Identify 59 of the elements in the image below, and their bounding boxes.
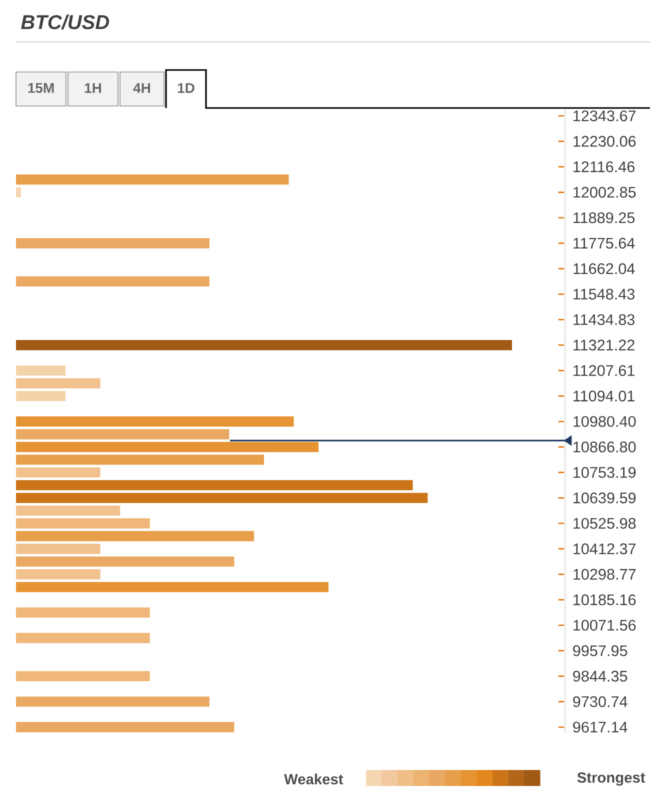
bar (16, 365, 66, 376)
y-tick-label: 11321.22 (574, 340, 634, 351)
text: Strongest (577, 772, 646, 786)
y-tick-label: 9730.74 (573, 696, 628, 708)
text: 4H (133, 83, 150, 93)
bar (16, 429, 230, 440)
y-tick-label: 11434.83 (574, 314, 635, 326)
y-tick-label: 11207.61 (574, 365, 634, 376)
text: 1D (178, 83, 194, 93)
y-tick-label: 10639.59 (574, 492, 636, 504)
bar (16, 467, 100, 478)
text: Weakest (284, 774, 344, 784)
text: 15M (28, 83, 54, 93)
bar (16, 531, 254, 542)
y-tick-label: 10525.98 (574, 518, 636, 529)
y-tick-label: 12230.06 (574, 136, 636, 147)
bar (16, 582, 328, 592)
bar (16, 174, 289, 185)
y-tick-label: 9844.35 (573, 670, 628, 682)
bar (16, 238, 210, 248)
bar (16, 276, 210, 287)
bar (16, 518, 150, 528)
chart-title: BTC/USD (21, 14, 110, 30)
y-tick-label: 10866.80 (574, 442, 636, 452)
bar (16, 187, 21, 198)
y-tick-label: 10071.56 (574, 620, 636, 631)
y-tick-label: 11094.01 (574, 390, 634, 402)
y-tick-label: 10185.16 (574, 594, 636, 606)
y-tick-label: 10298.77 (574, 568, 636, 580)
bar (16, 607, 150, 618)
bar (16, 454, 264, 465)
y-tick-label: 10980.40 (574, 416, 636, 427)
bar (16, 544, 100, 554)
bar (16, 506, 120, 516)
bar (16, 492, 428, 504)
bar (16, 696, 210, 707)
bar (16, 378, 100, 388)
y-tick-label: 11775.64 (574, 238, 635, 249)
y-tick-label: 11889.25 (574, 212, 635, 224)
y-tick-label: 10753.19 (574, 467, 636, 478)
text: 1H (84, 83, 101, 93)
bar (16, 416, 294, 427)
y-tick-label: 12343.67 (574, 110, 636, 122)
bar (16, 442, 319, 452)
y-tick-label: 11662.04 (574, 263, 635, 274)
y-tick-label: 12116.46 (574, 161, 635, 172)
bar (16, 390, 66, 402)
bar (16, 632, 150, 644)
y-tick-label: 11548.43 (574, 288, 635, 300)
bar (16, 569, 100, 580)
bar (16, 671, 150, 682)
bar (16, 480, 413, 490)
bar (16, 556, 234, 567)
y-tick-label: 9957.95 (573, 645, 628, 656)
bar (16, 340, 512, 350)
y-tick-label: 12002.85 (574, 186, 636, 198)
y-tick-label: 9617.14 (573, 722, 628, 733)
bar (16, 722, 234, 732)
y-tick-label: 10412.37 (574, 543, 636, 554)
